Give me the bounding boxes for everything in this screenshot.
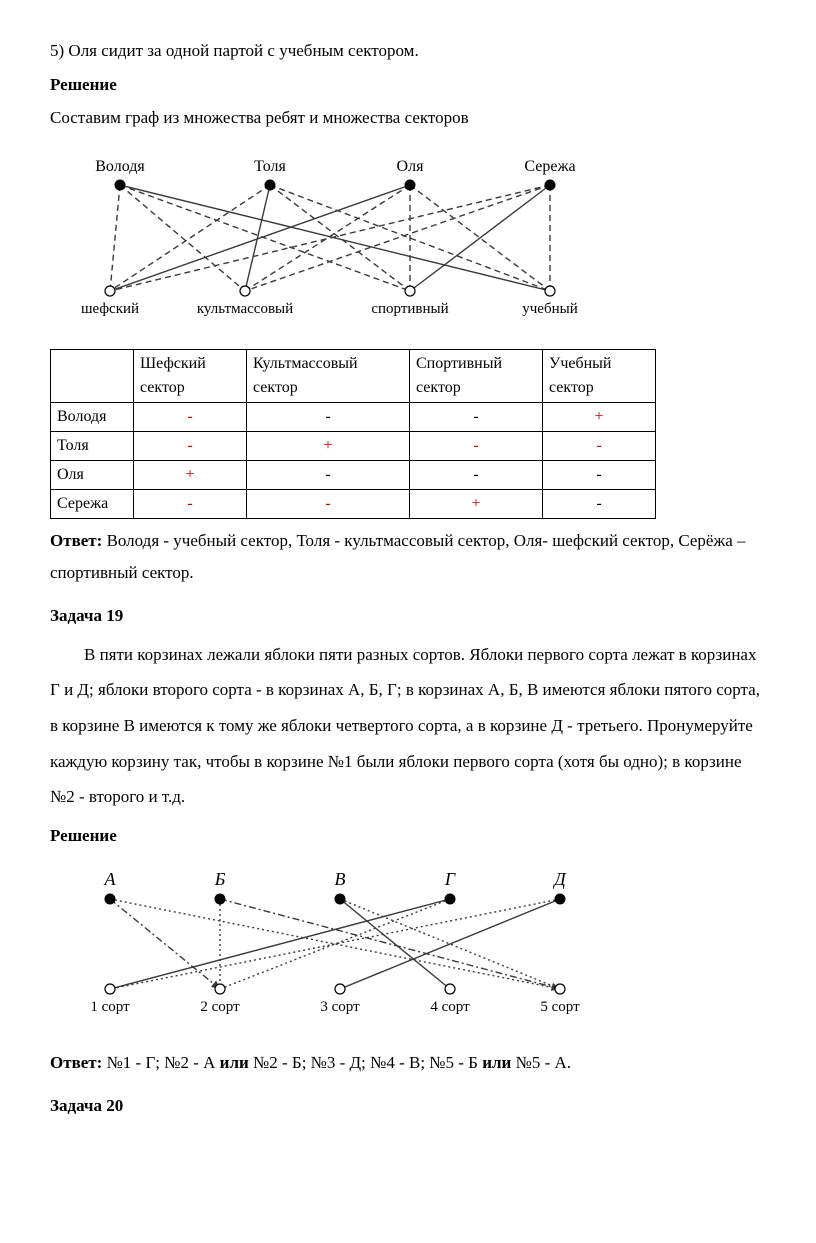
answer-1-text: Володя - учебный сектор, Толя - культмас… (50, 531, 746, 582)
line-5: 5) Оля сидит за одной партой с учебным с… (50, 38, 766, 64)
table-header: Культмассовый сектор (247, 349, 410, 402)
table-row: Сережа--+- (51, 489, 656, 518)
svg-text:учебный: учебный (522, 301, 577, 317)
answer-1-label: Ответ: (50, 531, 102, 550)
task-19-heading: Задача 19 (50, 603, 766, 629)
sector-table: Шефский секторКультмассовый секторСпорти… (50, 349, 656, 519)
bipartite-graph-1: Володя Толя Оля Сережа шефский культмассовый с… (50, 141, 650, 331)
answer-2-text: №1 - Г; №2 - А или №2 - Б; №3 - Д; №4 - … (102, 1053, 571, 1072)
solution-heading-2: Решение (50, 823, 766, 849)
svg-text:Сережа: Сережа (524, 158, 575, 175)
table-header (51, 349, 134, 402)
svg-text:1 сорт: 1 сорт (90, 999, 130, 1015)
svg-text:5 сорт: 5 сорт (540, 999, 580, 1015)
svg-text:Толя: Толя (254, 158, 286, 175)
task-19-body: В пяти корзинах лежали яблоки пяти разны… (50, 637, 766, 815)
table-row: Оля+--- (51, 460, 656, 489)
svg-text:Оля: Оля (397, 158, 425, 175)
task-20-heading: Задача 20 (50, 1093, 766, 1119)
svg-text:А: А (104, 869, 117, 889)
svg-text:В: В (335, 869, 346, 889)
graph-intro: Составим граф из множества ребят и множе… (50, 105, 766, 131)
svg-text:4 сорт: 4 сорт (430, 999, 470, 1015)
answer-1: Ответ: Володя - учебный сектор, Толя - к… (50, 525, 766, 590)
svg-text:3 сорт: 3 сорт (320, 999, 360, 1015)
solution-heading-1: Решение (50, 72, 766, 98)
table-header: Спортивный сектор (410, 349, 543, 402)
svg-text:Б: Б (214, 869, 226, 889)
svg-text:2 сорт: 2 сорт (200, 999, 240, 1015)
bipartite-graph-2: А Б В Г Д 1 сорт 2 сорт 3 сорт 4 сорт 5 сорт (50, 859, 650, 1029)
svg-text:шефский: шефский (81, 301, 139, 317)
table-row: Толя-+-- (51, 431, 656, 460)
svg-text:Г: Г (444, 869, 456, 889)
svg-text:Володя: Володя (95, 158, 145, 175)
svg-text:спортивный: спортивный (371, 301, 448, 317)
answer-2-label: Ответ: (50, 1053, 102, 1072)
svg-text:Д: Д (552, 869, 567, 889)
answer-2: Ответ: №1 - Г; №2 - А или №2 - Б; №3 - Д… (50, 1047, 766, 1079)
svg-text:культмассовый: культмассовый (197, 301, 293, 317)
table-header: Учебный сектор (543, 349, 656, 402)
table-row: Володя---+ (51, 402, 656, 431)
table-header: Шефский сектор (134, 349, 247, 402)
